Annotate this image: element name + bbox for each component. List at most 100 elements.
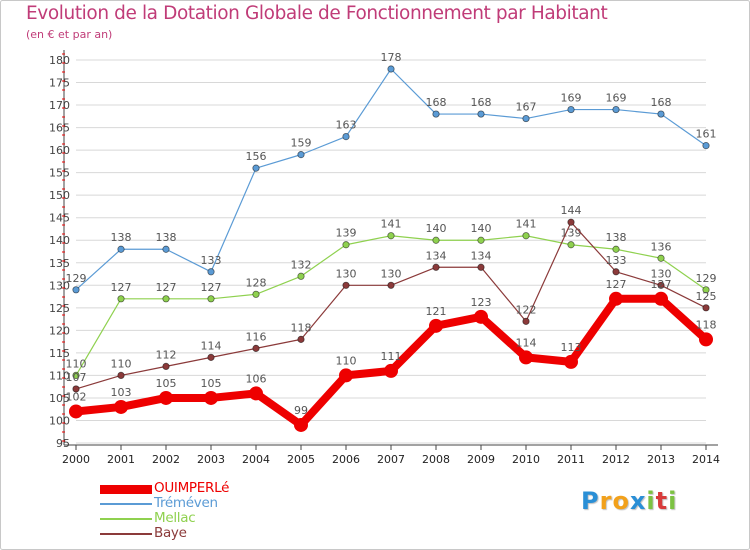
data-label-tr-m-ven: 168 — [651, 96, 672, 109]
data-point-ouimperl- — [69, 404, 83, 419]
x-tick-label: 2010 — [512, 453, 540, 466]
data-label-baye: 134 — [426, 249, 447, 262]
y-tick-label: 135 — [49, 257, 70, 270]
data-label-baye: 110 — [111, 357, 132, 370]
data-point-baye — [72, 385, 80, 393]
data-point-ouimperl- — [384, 363, 398, 378]
data-point-ouimperl- — [564, 354, 578, 369]
data-point-mellac — [342, 241, 350, 249]
y-tick-label: 125 — [49, 302, 70, 315]
y-tick-label: 150 — [49, 189, 70, 202]
data-label-ouimperl-: 111 — [381, 350, 402, 363]
data-point-baye — [342, 281, 350, 289]
data-label-ouimperl-: 110 — [336, 354, 357, 367]
data-label-tr-m-ven: 168 — [426, 96, 447, 109]
x-tick-label: 2011 — [557, 453, 585, 466]
y-tick-label: 105 — [49, 392, 70, 405]
data-label-tr-m-ven: 163 — [336, 119, 357, 132]
data-point-tr-m-ven — [297, 151, 305, 159]
data-point-tr-m-ven — [117, 245, 125, 253]
legend-label-mellac: Mellac — [154, 510, 196, 526]
data-point-tr-m-ven — [567, 105, 575, 114]
data-label-baye: 130 — [651, 267, 672, 280]
data-label-mellac: 139 — [336, 227, 357, 240]
data-point-baye — [297, 335, 305, 343]
logo-letter: P — [581, 487, 600, 515]
data-point-tr-m-ven — [252, 164, 260, 172]
data-label-tr-m-ven: 133 — [201, 254, 222, 267]
data-point-mellac — [477, 236, 485, 244]
data-point-baye — [657, 281, 665, 289]
data-label-tr-m-ven: 138 — [111, 231, 132, 244]
logo-letter: o — [612, 487, 630, 515]
x-tick-label: 2006 — [332, 453, 360, 466]
x-tick-label: 2012 — [602, 453, 630, 466]
data-label-mellac: 127 — [156, 281, 177, 294]
data-label-baye: 112 — [156, 348, 177, 361]
data-label-tr-m-ven: 138 — [156, 231, 177, 244]
chart-title: Evolution de la Dotation Globale de Fonc… — [26, 3, 608, 24]
logo-letter: x — [629, 487, 647, 515]
data-point-baye — [522, 317, 530, 325]
data-label-baye: 107 — [66, 371, 87, 384]
data-label-mellac: 110 — [66, 357, 87, 370]
data-point-ouimperl- — [339, 368, 353, 383]
data-point-ouimperl- — [474, 309, 488, 324]
data-label-ouimperl-: 123 — [471, 296, 492, 309]
chart-subtitle: (en € et par an) — [26, 28, 113, 41]
data-label-baye: 144 — [561, 204, 582, 217]
data-point-baye — [387, 281, 395, 289]
data-point-mellac — [432, 236, 440, 244]
data-point-mellac — [612, 245, 620, 253]
data-point-tr-m-ven — [342, 133, 350, 141]
data-point-tr-m-ven — [72, 286, 80, 294]
legend-swatch-baye — [100, 533, 152, 535]
data-label-ouimperl-: 118 — [696, 318, 717, 331]
x-tick-label: 2009 — [467, 453, 495, 466]
logo-letter: t — [655, 487, 669, 515]
data-point-tr-m-ven — [162, 245, 170, 253]
data-point-tr-m-ven — [207, 268, 215, 276]
data-point-baye — [702, 304, 710, 312]
data-label-tr-m-ven: 167 — [516, 101, 537, 114]
x-tick-label: 2002 — [152, 453, 180, 466]
data-label-mellac: 132 — [291, 258, 312, 271]
data-label-mellac: 127 — [201, 281, 222, 294]
logo-letter: i — [646, 487, 656, 515]
data-label-ouimperl-: 121 — [426, 305, 447, 318]
x-tick-label: 2014 — [692, 453, 720, 466]
data-point-mellac — [567, 241, 575, 249]
data-label-baye: 122 — [516, 303, 537, 316]
data-point-tr-m-ven — [432, 110, 440, 118]
data-point-ouimperl- — [294, 417, 308, 432]
data-point-ouimperl- — [429, 318, 443, 333]
data-label-baye: 134 — [471, 249, 492, 262]
data-label-mellac: 139 — [561, 227, 582, 240]
data-point-ouimperl- — [519, 350, 533, 365]
data-point-mellac — [252, 290, 260, 298]
data-label-ouimperl-: 114 — [516, 336, 537, 349]
data-label-mellac: 136 — [651, 240, 672, 253]
data-point-ouimperl- — [609, 291, 623, 306]
x-tick-label: 2013 — [647, 453, 675, 466]
data-point-ouimperl- — [249, 386, 263, 401]
legend-label-tremeven: Tréméven — [154, 495, 218, 511]
legend-swatch-ouimperle — [100, 485, 152, 494]
y-tick-label: 110 — [49, 369, 70, 382]
data-point-mellac — [162, 295, 170, 303]
data-point-tr-m-ven — [387, 65, 395, 73]
x-tick-label: 2001 — [107, 453, 135, 466]
data-point-mellac — [387, 232, 395, 240]
data-label-tr-m-ven: 169 — [606, 92, 627, 105]
y-tick-label: 145 — [49, 212, 70, 225]
y-tick-label: 120 — [49, 324, 70, 337]
data-point-ouimperl- — [204, 390, 218, 405]
data-label-mellac: 140 — [471, 222, 492, 235]
data-label-ouimperl-: 106 — [246, 372, 267, 385]
data-point-tr-m-ven — [702, 142, 710, 150]
data-label-mellac: 141 — [516, 218, 537, 231]
data-label-mellac: 128 — [246, 276, 267, 289]
y-tick-label: 155 — [49, 167, 70, 180]
x-tick-label: 2007 — [377, 453, 405, 466]
